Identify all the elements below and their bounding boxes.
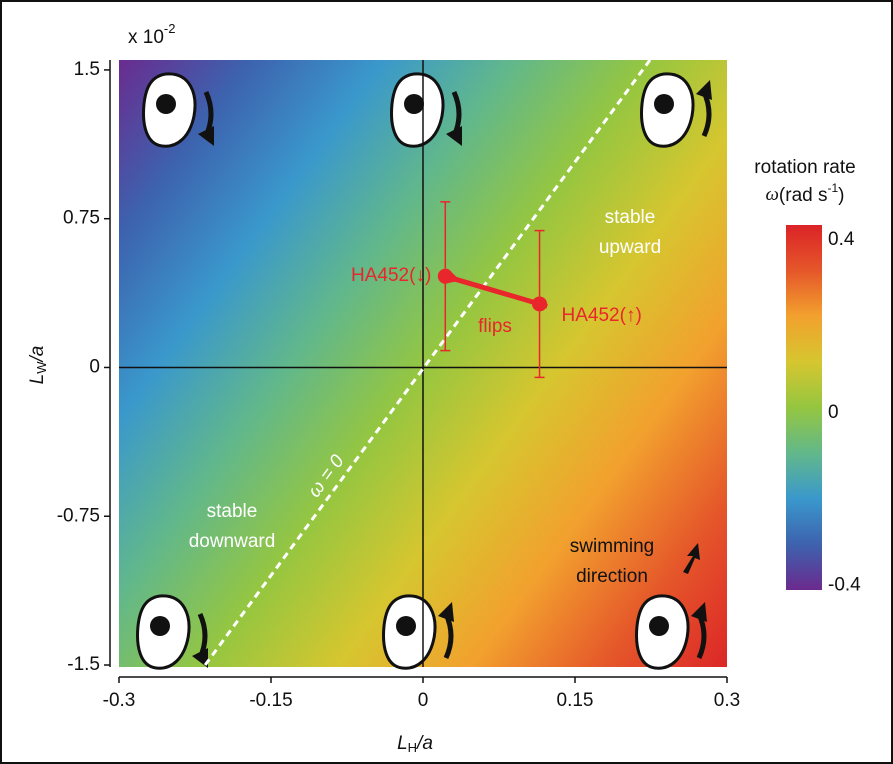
y-label: LW/a [27,346,49,385]
annotation: upward [599,237,661,258]
colorbar-unit: ω(rad s-1) [766,181,845,206]
colorbar-tick-label: 0 [828,402,839,423]
point-label: HA452(↑) [562,305,642,326]
x-tick-label: 0 [418,690,429,711]
unit-close: ) [838,185,844,206]
x-tick-label: 0.15 [557,690,594,711]
annotation: stable [207,501,258,522]
transition-label: flips [478,316,512,337]
flip-arrow [450,275,548,309]
point [437,268,453,284]
x-label: LH/a [397,733,433,755]
label-var: L [27,374,48,385]
colorbar-tick-label: 0.4 [828,229,855,250]
label-sub: W [34,361,49,374]
zero-rate-line [203,60,652,666]
swim-arrow [683,543,700,574]
axis-multiplier: x 10-2 [128,21,175,48]
multiplier-exp: -2 [164,21,176,36]
y-tick-label: 1.5 [74,59,100,80]
cell-icon [635,594,707,670]
cell-icons [136,72,712,670]
rotation-arrowhead [446,126,462,146]
cell-eye [156,94,176,114]
y-tick-label: -1.5 [67,654,100,675]
label-var: L [397,733,408,754]
colorbar-title: rotation rate [754,157,855,178]
rotation-arrowhead [198,126,214,146]
label-rest: /a [415,733,433,754]
cell-icon [390,72,462,148]
point [532,296,548,312]
cell-eye [404,94,424,114]
cell-eye [654,94,674,114]
y-tick-label: -0.75 [57,505,100,526]
cell-eye [396,616,416,636]
x-tick-label: -0.15 [249,690,292,711]
plot-area [119,60,727,667]
label-rest: /a [27,346,48,364]
unit-text: (rad s [779,185,828,206]
cell-eye [150,616,170,636]
y-tick-label: 0.75 [63,208,100,229]
label-sub: H [408,740,417,755]
unit-exp: -1 [828,181,839,195]
point-label: HA452(↓) [351,265,431,286]
annotation: swimming [570,536,654,557]
rotation-arrowhead [192,648,208,668]
cell-eye [649,616,669,636]
colorbar-tick-label: -0.4 [828,575,861,596]
cell-icon [382,594,454,670]
rotation-arrowhead [438,602,454,622]
y-tick-label: 0 [89,356,100,377]
cell-icon [142,72,214,148]
cell-icon [136,594,208,670]
annotation: stable [605,207,656,228]
annotation: downward [189,531,276,552]
annotation: direction [576,566,648,587]
multiplier-base: x 10 [128,27,164,48]
x-tick-label: -0.3 [103,690,136,711]
rotation-arrowhead [696,80,712,100]
unit-symbol: ω [766,184,779,205]
colorbar [786,225,822,590]
x-tick-label: 0.3 [714,690,740,711]
rotation-arrowhead [691,602,707,622]
cell-icon [640,72,712,148]
